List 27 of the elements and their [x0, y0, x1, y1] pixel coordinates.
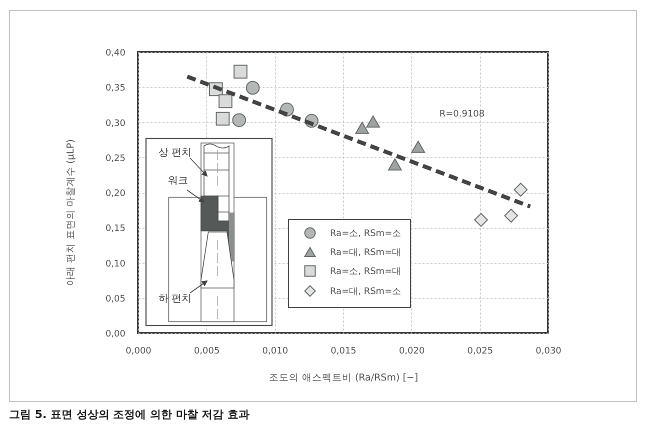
y-tick-label: 0,15	[105, 224, 126, 234]
y-tick-label: 0,00	[105, 330, 126, 340]
y-tick-label: 0,20	[105, 189, 126, 199]
legend-label: Ra=대, RSm=소	[330, 287, 402, 297]
y-tick-label: 0,05	[105, 294, 126, 304]
text: 그림 5. 표면 성상의 조정에 의한 마찰 저감 효과	[9, 407, 250, 422]
y-tick-label: 0,35	[105, 84, 126, 94]
y-tick-label: 0,25	[105, 154, 126, 164]
x-tick-label: 0,010	[262, 346, 288, 356]
x-tick-label: 0,030	[536, 346, 562, 356]
legend-label: Ra=소, RSm=소	[330, 229, 402, 239]
x-tick-label: 0,000	[126, 346, 152, 356]
x-tick-label: 0,015	[330, 346, 356, 356]
x-tick-label: 0,005	[194, 346, 220, 356]
annotation: 워크	[168, 176, 188, 187]
x-axis-title: 조도의 애스펙트비 (Ra/RSm) [−]	[268, 372, 418, 384]
legend-label: Ra=소, RSm=대	[330, 267, 402, 277]
x-tick-label: 0,020	[398, 346, 425, 356]
y-tick-label: 0,30	[105, 118, 126, 129]
annotation: R=0.9108	[439, 109, 485, 120]
annotation: 하 펀치	[158, 294, 192, 305]
y-tick-label: 0,40	[105, 48, 126, 58]
legend-label: Ra=대, RSm=대	[330, 248, 402, 258]
y-tick-label: 0,10	[105, 259, 126, 270]
y-axis-title: 아래 펀치 표면의 마찰계수 (μLP)	[66, 139, 76, 286]
annotation: 상 펀치	[158, 148, 192, 159]
x-tick-label: 0,025	[467, 346, 494, 356]
